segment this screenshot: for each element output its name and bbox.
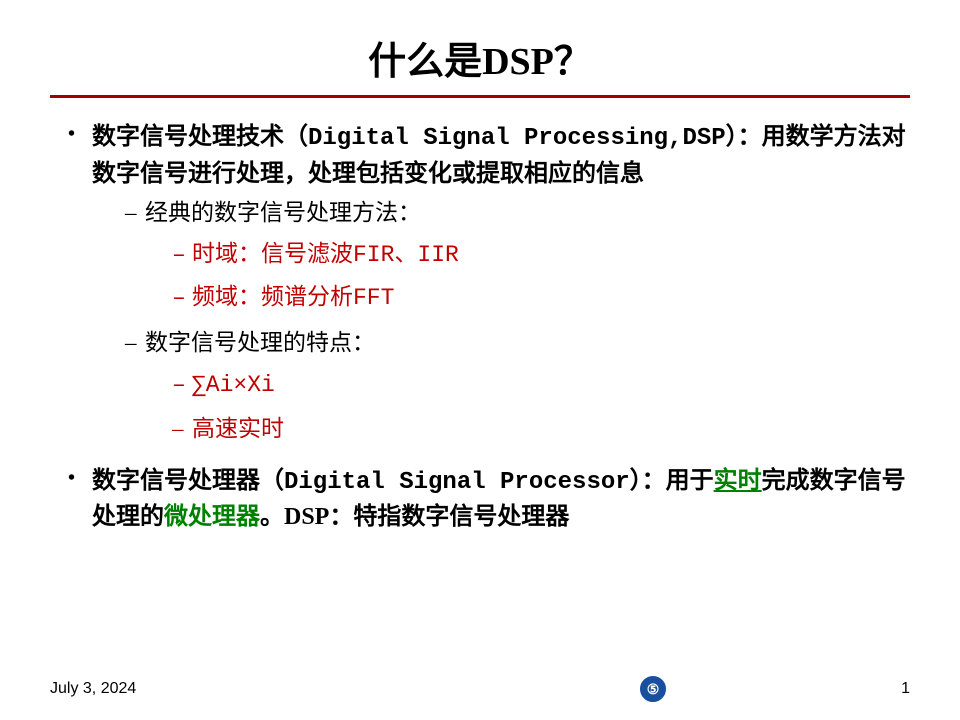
term2-t1: 用于 <box>666 468 714 494</box>
term2-strong: 数字信号处理器 <box>92 468 260 494</box>
green-microprocessor: 微处理器 <box>164 504 260 530</box>
slide: 什么是DSP？ 数字信号处理技术（Digital Signal Processi… <box>0 0 960 720</box>
term2-t3: 。DSP：特指数字信号处理器 <box>260 504 569 530</box>
footer-logo-icon: ⑤ <box>640 676 666 702</box>
bullet-sum-formula: ∑Ai×Xi <box>50 369 910 402</box>
bullet-classic-methods: 经典的数字信号处理方法： <box>50 196 910 229</box>
bullet-freq-domain: 频域：频谱分析FFT <box>50 282 910 315</box>
bullet-realtime: 高速实时 <box>50 412 910 445</box>
bullet-dsp-processor: 数字信号处理器（Digital Signal Processor）：用于实时完成… <box>50 464 910 536</box>
slide-content: 数字信号处理技术（Digital Signal Processing,DSP）：… <box>50 120 910 535</box>
term-paren: （Digital Signal Processing,DSP）： <box>284 125 762 152</box>
term-strong: 数字信号处理技术 <box>92 124 284 150</box>
footer-page-number: 1 <box>901 680 910 698</box>
bullet-dsp-tech: 数字信号处理技术（Digital Signal Processing,DSP）：… <box>50 120 910 192</box>
footer-date: July 3, 2024 <box>50 680 136 698</box>
slide-footer: July 3, 2024 ⑤ 1 <box>50 680 910 698</box>
bullet-time-domain: 时域：信号滤波FIR、IIR <box>50 239 910 272</box>
slide-title: 什么是DSP？ <box>50 30 910 98</box>
term2-paren: （Digital Signal Processor）： <box>260 469 666 496</box>
bullet-features: 数字信号处理的特点： <box>50 326 910 359</box>
link-realtime[interactable]: 实时 <box>714 468 762 494</box>
